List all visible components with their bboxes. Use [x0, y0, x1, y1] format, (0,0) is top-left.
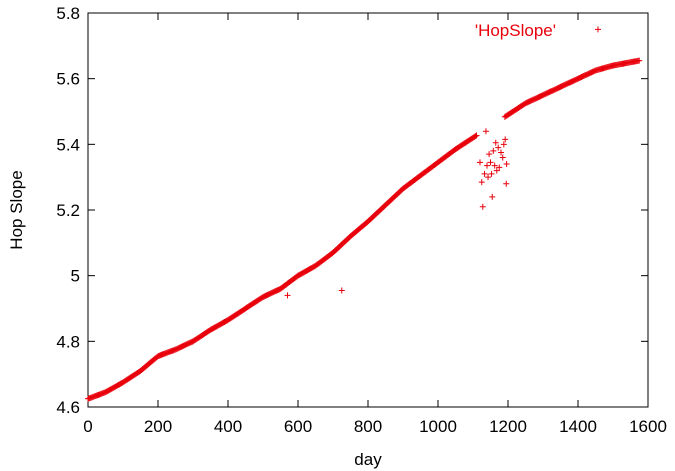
- x-tick-label: 1400: [559, 417, 597, 436]
- legend: 'HopSlope': [475, 21, 601, 40]
- x-tick-label: 1000: [419, 417, 457, 436]
- legend-marker: [595, 26, 601, 33]
- y-tick-label: 4.6: [56, 398, 80, 417]
- data-point-outlier: [492, 139, 499, 146]
- y-tick-label: 5.4: [56, 135, 80, 154]
- x-tick-label: 800: [354, 417, 382, 436]
- y-axis-label: Hop Slope: [7, 170, 26, 249]
- data-point-outlier: [485, 174, 492, 181]
- legend-label: 'HopSlope': [475, 21, 556, 40]
- x-tick-label: 1200: [489, 417, 527, 436]
- data-point-outlier: [338, 287, 345, 294]
- data-point: [473, 132, 480, 139]
- data-point-outlier: [284, 292, 291, 299]
- data-point-outlier: [499, 154, 506, 161]
- data-point-outlier: [484, 162, 490, 169]
- y-tick-label: 4.8: [56, 332, 80, 351]
- data-point-outlier: [493, 167, 500, 174]
- data-points: [85, 57, 643, 402]
- data-point-outlier: [503, 161, 510, 168]
- data-point-outlier: [490, 147, 497, 154]
- x-tick-label: 1600: [629, 417, 667, 436]
- data-point-outlier: [495, 144, 502, 151]
- x-tick-label: 200: [144, 417, 172, 436]
- y-tick-label: 5.8: [56, 4, 80, 23]
- data-point-outlier: [481, 170, 488, 177]
- x-tick-label: 0: [83, 417, 92, 436]
- data-point-outlier: [503, 180, 510, 187]
- data-point-outlier: [482, 128, 489, 135]
- data-point-outlier: [486, 151, 493, 158]
- data-point-outlier: [498, 149, 504, 156]
- data-point-outlier: [500, 141, 507, 148]
- data-point-outlier: [487, 159, 494, 166]
- data-point-outlier: [488, 170, 495, 177]
- y-axis: 4.6 4.8 5 5.2 5.4 5.6 5.8: [56, 4, 648, 417]
- data-point-outlier: [502, 136, 509, 143]
- x-axis: 0 200 400 600 800 1000 1200 1400 1600: [83, 13, 667, 436]
- x-tick-label: 600: [284, 417, 312, 436]
- data-point: [636, 57, 643, 64]
- data-point-outlier: [489, 193, 496, 200]
- data-point-outlier: [491, 162, 498, 169]
- data-point-outlier: [479, 203, 486, 210]
- data-point-outlier: [496, 164, 503, 171]
- data-point-outlier: [477, 159, 483, 166]
- y-tick-label: 5.6: [56, 70, 80, 89]
- y-tick-label: 5.2: [56, 201, 80, 220]
- legend-marker-plus: [595, 26, 601, 33]
- y-tick-label: 5: [71, 267, 80, 286]
- data-point: [472, 133, 479, 140]
- data-point-outlier: [478, 179, 485, 186]
- x-axis-label: day: [354, 450, 382, 469]
- x-tick-label: 400: [214, 417, 242, 436]
